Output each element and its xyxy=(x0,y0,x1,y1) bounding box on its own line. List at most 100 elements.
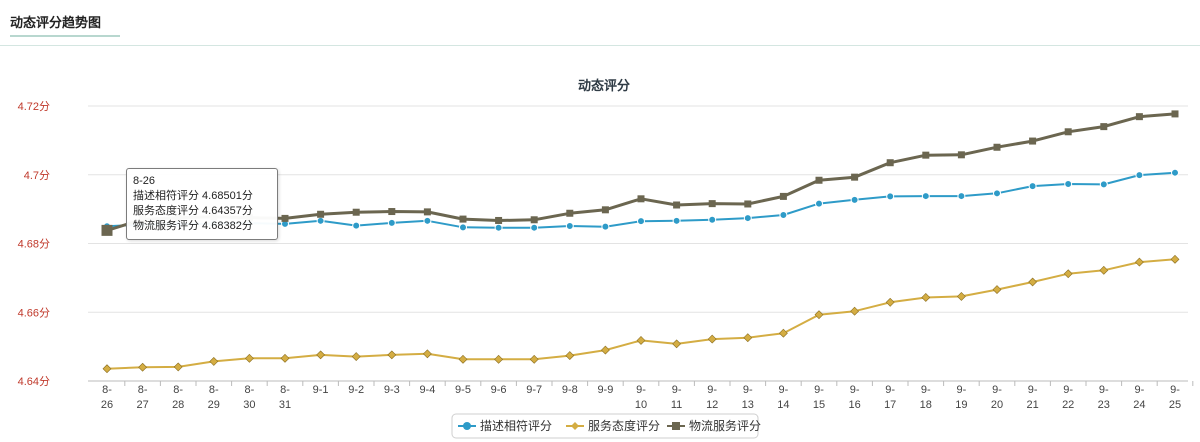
data-point-logistics xyxy=(101,224,113,236)
tooltip-date: 8-26 xyxy=(133,175,156,187)
x-tick-label: 9-15 xyxy=(813,384,825,411)
legend-marker-square xyxy=(672,422,680,430)
data-point-desc xyxy=(815,199,823,208)
tooltip-service-score: 服务态度评分 4.64357分 xyxy=(133,205,253,217)
data-point-logistics xyxy=(1100,123,1108,131)
x-tick-label: 9-24 xyxy=(1133,384,1145,411)
data-point-logistics xyxy=(886,159,894,167)
data-point-desc xyxy=(387,218,396,227)
data-point-service xyxy=(1134,257,1144,267)
legend-marker-circle xyxy=(463,422,471,430)
x-tick-label: 8-27 xyxy=(136,384,148,411)
data-point-service xyxy=(280,353,290,363)
data-point-service xyxy=(992,285,1002,294)
data-point-desc xyxy=(1171,168,1179,177)
data-point-service xyxy=(814,310,824,320)
data-point-desc xyxy=(494,223,503,232)
x-tick-label: 8-28 xyxy=(172,384,184,411)
x-tick-label: 9-1 xyxy=(313,384,329,396)
x-tick-label: 9-23 xyxy=(1098,384,1110,411)
x-tick-label: 9-7 xyxy=(526,384,542,396)
data-point-service xyxy=(209,356,219,366)
data-point-service xyxy=(743,333,753,343)
data-point-service xyxy=(422,349,432,359)
data-point-service xyxy=(1028,277,1038,287)
series-line-diamond xyxy=(106,258,1176,370)
y-tick-label: 4.64分 xyxy=(18,375,50,388)
data-point-service xyxy=(956,292,966,301)
x-tick-label: 9-10 xyxy=(635,384,647,411)
data-point-desc xyxy=(850,195,859,204)
data-point-service xyxy=(173,362,183,372)
x-tick-label: 8-26 xyxy=(101,384,113,411)
data-point-logistics xyxy=(1171,110,1179,118)
data-point-service xyxy=(494,354,504,364)
legend-label: 物流服务评分 xyxy=(689,418,761,433)
data-point-desc xyxy=(708,215,717,224)
data-point-service xyxy=(672,339,682,349)
x-tick-label: 9-13 xyxy=(742,384,754,411)
data-point-logistics xyxy=(317,210,325,218)
x-tick-label: 9-3 xyxy=(384,384,400,396)
x-tick-label: 9-5 xyxy=(455,384,471,396)
tooltip-logistics-score: 物流服务评分 4.68382分 xyxy=(133,220,253,232)
x-tick-label: 9-14 xyxy=(777,384,789,411)
chart-tooltip: 8-26 描述相符评分 4.68501分 服务态度评分 4.64357分 物流服… xyxy=(126,168,278,240)
data-point-desc xyxy=(423,216,432,225)
legend: 描述相符评分 服务态度评分 物流服务评分 xyxy=(451,413,761,439)
data-point-logistics xyxy=(281,214,289,222)
panel-title-underline xyxy=(10,35,120,37)
x-tick-label: 9-11 xyxy=(671,384,682,411)
data-point-desc xyxy=(1028,182,1037,191)
data-point-desc xyxy=(1064,180,1073,189)
x-tick-label: 9-20 xyxy=(991,384,1003,411)
data-point-logistics xyxy=(423,208,431,216)
data-point-service xyxy=(565,351,575,360)
data-point-service xyxy=(102,364,112,374)
data-point-logistics xyxy=(530,216,538,224)
data-point-logistics xyxy=(779,192,787,200)
legend-box xyxy=(451,413,759,439)
data-point-service xyxy=(138,362,148,372)
data-point-logistics xyxy=(851,173,859,181)
data-point-service xyxy=(707,334,717,344)
y-tick-label: 4.68分 xyxy=(18,238,50,251)
data-point-desc xyxy=(921,192,930,201)
data-point-desc xyxy=(993,189,1001,198)
data-point-service xyxy=(244,353,254,363)
data-point-desc xyxy=(672,216,681,225)
data-point-logistics xyxy=(637,195,645,203)
x-tick-label: 9-12 xyxy=(706,384,718,411)
x-tick-label: 9-6 xyxy=(491,384,507,396)
data-point-service xyxy=(458,354,468,364)
data-point-logistics xyxy=(495,216,503,224)
data-point-logistics xyxy=(1029,137,1037,145)
data-point-service xyxy=(850,306,860,316)
x-tick-label: 9-25 xyxy=(1169,384,1181,411)
data-point-service xyxy=(1170,254,1180,264)
x-tick-label: 9-2 xyxy=(348,384,364,396)
data-point-service xyxy=(351,352,361,362)
data-point-service xyxy=(885,297,895,307)
data-point-service xyxy=(387,350,397,360)
data-point-service xyxy=(600,345,610,355)
y-tick-label: 4.72分 xyxy=(18,100,50,113)
panel-divider xyxy=(0,45,1200,46)
x-tick-label: 8-29 xyxy=(208,384,220,411)
data-point-logistics xyxy=(673,201,681,209)
data-point-desc xyxy=(565,221,574,230)
data-point-logistics xyxy=(744,200,752,208)
data-point-desc xyxy=(530,223,539,232)
data-point-desc xyxy=(886,192,895,201)
data-point-desc xyxy=(779,210,788,219)
data-point-logistics xyxy=(708,200,716,208)
x-tick-label: 9-21 xyxy=(1026,384,1038,411)
x-tick-label: 9-9 xyxy=(597,384,613,396)
data-point-logistics xyxy=(566,209,574,217)
data-point-logistics xyxy=(957,151,965,159)
tooltip-desc-score: 描述相符评分 4.68501分 xyxy=(133,190,253,202)
data-point-service xyxy=(529,354,539,364)
x-tick-label: 9-19 xyxy=(955,384,967,411)
data-point-logistics xyxy=(815,176,823,184)
data-point-logistics xyxy=(993,143,1001,151)
